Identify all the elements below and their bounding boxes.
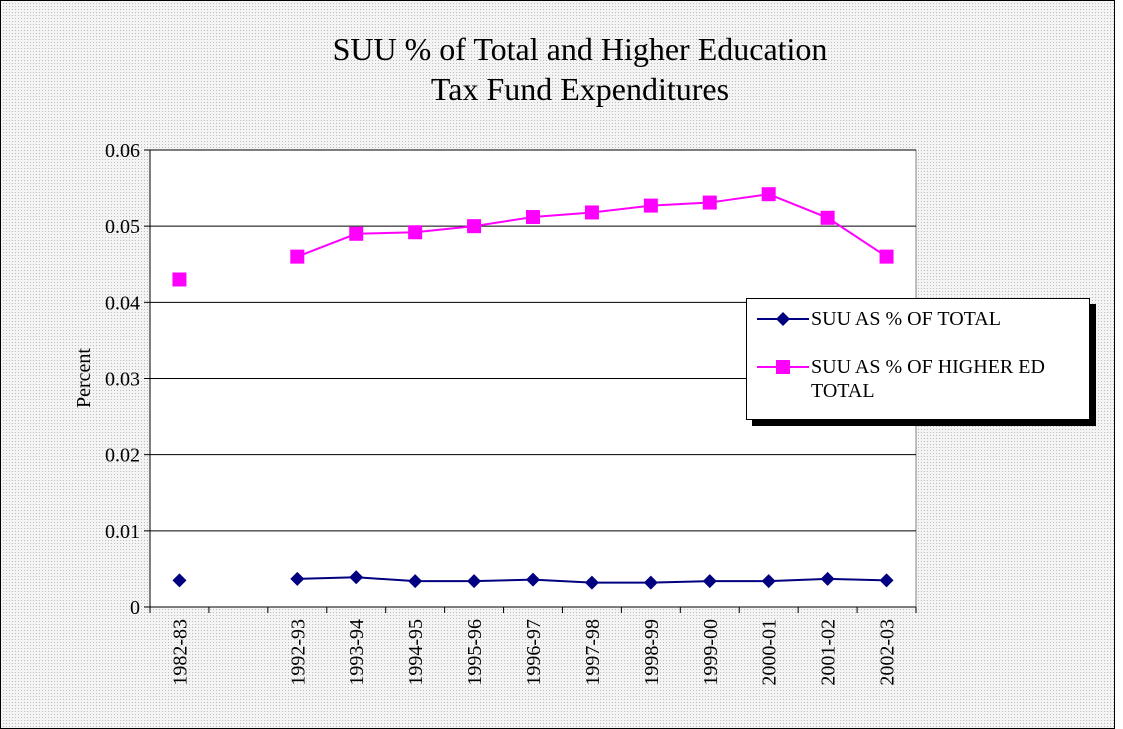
x-tick-label: 1998-99 <box>641 619 663 686</box>
y-tick-label: 0.06 <box>105 140 140 162</box>
y-axis-label: Percent <box>73 348 95 408</box>
marker <box>467 219 482 234</box>
marker <box>467 574 482 589</box>
y-tick-label: 0.02 <box>105 445 140 467</box>
x-tick-label: 1995-96 <box>464 619 486 686</box>
marker <box>776 312 790 326</box>
marker <box>643 575 658 590</box>
y-tick-label: 0 <box>130 597 140 619</box>
legend-item: SUU AS % OF HIGHER ED TOTAL <box>755 355 1081 403</box>
x-tick-label: 2002-03 <box>877 619 899 686</box>
marker <box>526 572 540 587</box>
y-tick-label: 0.01 <box>105 521 140 543</box>
y-tick-label: 0.03 <box>105 369 140 391</box>
marker <box>776 360 790 374</box>
x-tick-label: 1993-94 <box>346 619 368 686</box>
legend-item: SUU AS % OF TOTAL <box>755 307 1081 331</box>
y-tick-label: 0.04 <box>105 292 140 314</box>
marker <box>172 272 187 287</box>
marker <box>643 198 658 213</box>
marker <box>761 574 776 589</box>
legend: SUU AS % OF TOTAL SUU AS % OF HIGHER ED T… <box>746 298 1090 420</box>
legend-label: SUU AS % OF TOTAL <box>811 308 1001 330</box>
x-tick-label: 1982-83 <box>169 619 191 686</box>
marker <box>349 570 364 585</box>
x-tick-label: 2000-01 <box>759 619 781 686</box>
marker <box>584 205 599 220</box>
chart-title: Tax Fund Expenditures <box>431 71 729 107</box>
legend-label: SUU AS % OF HIGHER ED TOTAL <box>811 356 1045 402</box>
x-tick-label: 1994-95 <box>405 619 427 686</box>
x-tick-label: 1996-97 <box>523 619 545 686</box>
marker <box>820 210 835 225</box>
marker <box>290 249 305 264</box>
marker <box>702 195 717 210</box>
marker <box>702 574 717 589</box>
marker <box>349 226 364 241</box>
legend-symbol <box>757 360 809 374</box>
x-tick-label: 1997-98 <box>582 619 604 686</box>
x-tick-label: 1999-00 <box>700 619 722 686</box>
y-tick-label: 0.05 <box>105 216 140 238</box>
chart-title: SUU % of Total and Higher Education <box>333 31 828 67</box>
marker <box>172 573 187 588</box>
marker <box>761 187 776 202</box>
marker <box>879 573 894 588</box>
marker <box>408 574 423 589</box>
x-tick-label: 1992-93 <box>287 619 309 686</box>
marker <box>290 571 305 586</box>
marker <box>408 225 423 240</box>
marker <box>820 571 835 586</box>
marker <box>584 575 599 590</box>
legend-symbol <box>757 312 809 326</box>
marker <box>526 210 540 225</box>
marker <box>879 249 894 264</box>
x-tick-label: 2001-02 <box>818 619 840 686</box>
